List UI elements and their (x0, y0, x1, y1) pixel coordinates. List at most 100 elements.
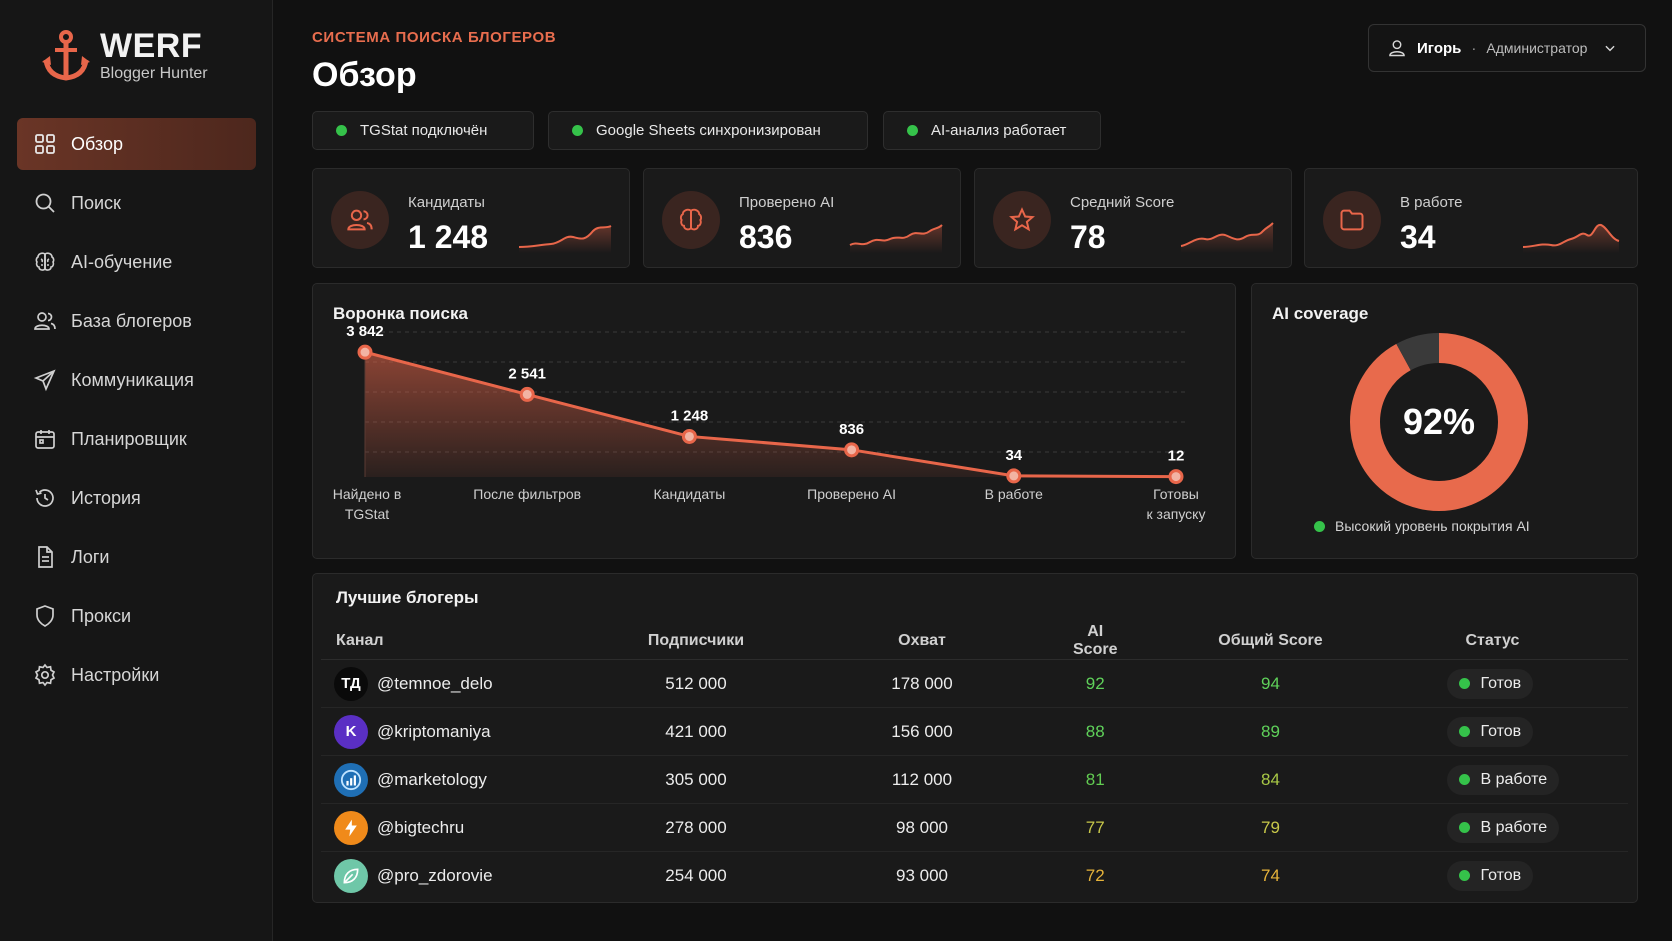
total-score-cell: 74 (1261, 865, 1280, 885)
stat-value: 836 (739, 219, 793, 255)
top-bloggers-table: Канал Подписчики Охват AI Score Общий Sc… (321, 623, 1628, 900)
sidebar-item-proxy[interactable]: Прокси (17, 590, 256, 642)
sidebar-item-label: Коммуникация (71, 369, 194, 390)
sidebar-item-label: Планировщик (71, 428, 187, 449)
status-badge[interactable]: Готов (1447, 860, 1534, 891)
status-badge[interactable]: Готов (1447, 716, 1534, 747)
column-header[interactable]: Статус (1423, 623, 1628, 660)
avatar (334, 810, 368, 845)
table-row[interactable]: ТД @temnoe_delo 512 000 178 000 92 94 Готов (321, 659, 1628, 708)
sidebar-item-overview[interactable]: Обзор (17, 118, 256, 170)
status-cell: Готов (1423, 852, 1628, 900)
reach-cell: 156 000 (771, 707, 1073, 756)
stat-label: Проверено AI (739, 194, 835, 211)
sidebar-item-planner[interactable]: Планировщик (17, 413, 256, 465)
total-score-cell: 79 (1117, 803, 1424, 852)
coverage-value: 92% (1402, 401, 1476, 442)
channel-cell[interactable]: ТД @temnoe_delo (321, 659, 621, 708)
funnel-chart: 3 842 Найдено в TGStat 2 541 После фильтров 1… (333, 323, 1206, 522)
ai-score-cell: 81 (1073, 755, 1118, 804)
coverage-donut-chart (1350, 333, 1528, 511)
status-chip-google-sheets: Google Sheets синхронизирован (548, 111, 868, 150)
search-icon (35, 193, 55, 213)
star-icon (1009, 207, 1035, 232)
page-eyebrow: СИСТЕМА ПОИСКА БЛОГЕРОВ (312, 29, 557, 46)
sidebar-item-bloggers-db[interactable]: База блогеров (17, 295, 256, 347)
channel-cell[interactable]: @pro_zdorovie (321, 852, 621, 900)
channel-cell[interactable]: @marketology (321, 755, 621, 804)
status-badge[interactable]: В работе (1447, 764, 1560, 795)
sidebar-item-ai-training[interactable]: AI-обучение (17, 236, 256, 288)
funnel-point (681, 428, 697, 444)
stat-card-candidates: Кандидаты 1 248 (312, 168, 630, 268)
status-badge[interactable]: В работе (1447, 812, 1560, 843)
stat-card-in-progress: В работе 34 (1304, 168, 1638, 268)
funnel-value-label: 1 248 (671, 407, 709, 424)
brain-icon (679, 208, 703, 231)
sidebar: WERF Blogger Hunter Обзор Поиск AI-обуче… (0, 0, 273, 941)
table-header-row: Канал Подписчики Охват AI Score Общий Sc… (321, 623, 1628, 660)
channel-cell[interactable]: K @kriptomaniya (321, 707, 621, 756)
table-row[interactable]: @marketology 305 000 112 000 81 84 В работе (321, 755, 1628, 804)
ai-score-cell: 92 (1073, 659, 1118, 708)
grid-icon (35, 134, 55, 154)
user-menu-button[interactable]: Игорь · Администратор (1368, 24, 1646, 72)
column-header[interactable]: Общий Score (1117, 623, 1424, 660)
sidebar-item-label: База блогеров (71, 310, 192, 331)
funnel-category-label: к запуску (1147, 506, 1206, 522)
calendar-icon (35, 430, 55, 449)
status-dot-icon (1314, 520, 1325, 532)
table-row[interactable]: @bigtechru 278 000 98 000 77 79 В работе (321, 803, 1628, 852)
total-score-cell: 84 (1117, 755, 1424, 804)
status-dot-icon (1459, 870, 1471, 882)
sidebar-item-label: Прокси (71, 605, 132, 626)
stat-value: 78 (1070, 219, 1106, 255)
user-separator: · (1471, 39, 1477, 57)
funnel-point (357, 344, 373, 360)
status-badge-label: Готов (1480, 866, 1522, 884)
column-header[interactable]: Канал (321, 623, 621, 660)
status-chip-ai-analysis: AI-анализ работает (883, 111, 1101, 150)
status-chip-tgstat: TGStat подключён (312, 111, 534, 150)
users-icon (34, 312, 56, 330)
channel-name[interactable]: @marketology (377, 769, 487, 789)
column-header[interactable]: Подписчики (621, 623, 771, 660)
table-row[interactable]: @pro_zdorovie 254 000 93 000 72 74 Готов (321, 852, 1628, 900)
anchor-icon (42, 29, 90, 81)
channel-name[interactable]: @bigtechru (377, 817, 465, 837)
chevron-down-icon (1605, 45, 1615, 52)
sidebar-item-logs[interactable]: Логи (17, 531, 256, 583)
avatar: ТД (334, 666, 368, 701)
column-header[interactable]: AI Score (1073, 623, 1118, 660)
funnel-point (1006, 468, 1022, 484)
sidebar-item-label: Поиск (71, 192, 121, 213)
brand-logo[interactable]: WERF Blogger Hunter (42, 28, 208, 83)
status-badge[interactable]: Готов (1447, 668, 1534, 699)
funnel-point (1168, 469, 1184, 485)
status-cell: Готов (1423, 659, 1628, 708)
total-score-cell: 89 (1117, 707, 1424, 756)
stat-label: Кандидаты (408, 194, 485, 211)
sparkline-chart (1522, 223, 1620, 253)
channel-name[interactable]: @pro_zdorovie (377, 865, 493, 885)
donut-slice-remaining (1350, 333, 1528, 511)
column-header[interactable]: Охват (771, 623, 1073, 660)
table-row[interactable]: K @kriptomaniya 421 000 156 000 88 89 Готов (321, 707, 1628, 756)
sidebar-item-settings[interactable]: Настройки (17, 649, 256, 701)
avatar (334, 858, 368, 893)
sidebar-item-label: Обзор (71, 133, 123, 154)
status-cell: Готов (1423, 707, 1628, 756)
sidebar-item-search[interactable]: Поиск (17, 177, 256, 229)
channel-name[interactable]: @temnoe_delo (377, 673, 493, 693)
funnel-title: Воронка поиска (333, 304, 468, 323)
subscribers-cell: 278 000 (621, 803, 771, 852)
brain-icon (35, 252, 55, 271)
channel-cell[interactable]: @bigtechru (321, 803, 621, 852)
stat-value: 34 (1400, 219, 1436, 255)
shield-icon (36, 605, 54, 627)
sidebar-item-history[interactable]: История (17, 472, 256, 524)
stat-label: В работе (1400, 194, 1463, 211)
funnel-value-label: 12 (1168, 448, 1185, 465)
sidebar-item-communication[interactable]: Коммуникация (17, 354, 256, 406)
channel-name[interactable]: @kriptomaniya (377, 721, 491, 741)
